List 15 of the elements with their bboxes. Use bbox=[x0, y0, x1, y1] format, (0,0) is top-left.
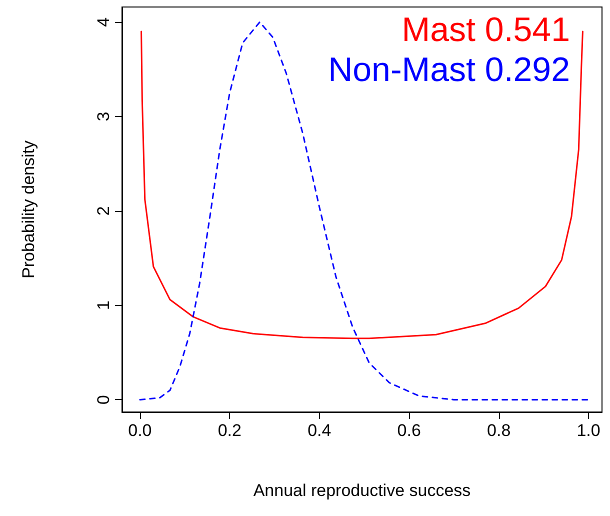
y-tick-label: 4 bbox=[94, 17, 113, 27]
y-tick-label: 1 bbox=[94, 300, 113, 310]
x-tick-label: 0.0 bbox=[128, 421, 152, 440]
series-label: Non-Mast 0.292 bbox=[328, 51, 570, 89]
series-label: Mast 0.541 bbox=[402, 11, 570, 49]
y-axis-title: Probability density bbox=[19, 140, 38, 278]
x-tick-label: 0.8 bbox=[487, 421, 511, 440]
x-tick-label: 1.0 bbox=[576, 421, 600, 440]
x-axis-title: Annual reproductive success bbox=[253, 481, 471, 500]
y-tick-label: 2 bbox=[94, 206, 113, 216]
x-tick-label: 0.4 bbox=[308, 421, 332, 440]
y-tick-label: 3 bbox=[94, 112, 113, 122]
y-tick-label: 0 bbox=[94, 394, 113, 404]
x-tick-label: 0.6 bbox=[397, 421, 421, 440]
x-tick-label: 0.2 bbox=[218, 421, 242, 440]
